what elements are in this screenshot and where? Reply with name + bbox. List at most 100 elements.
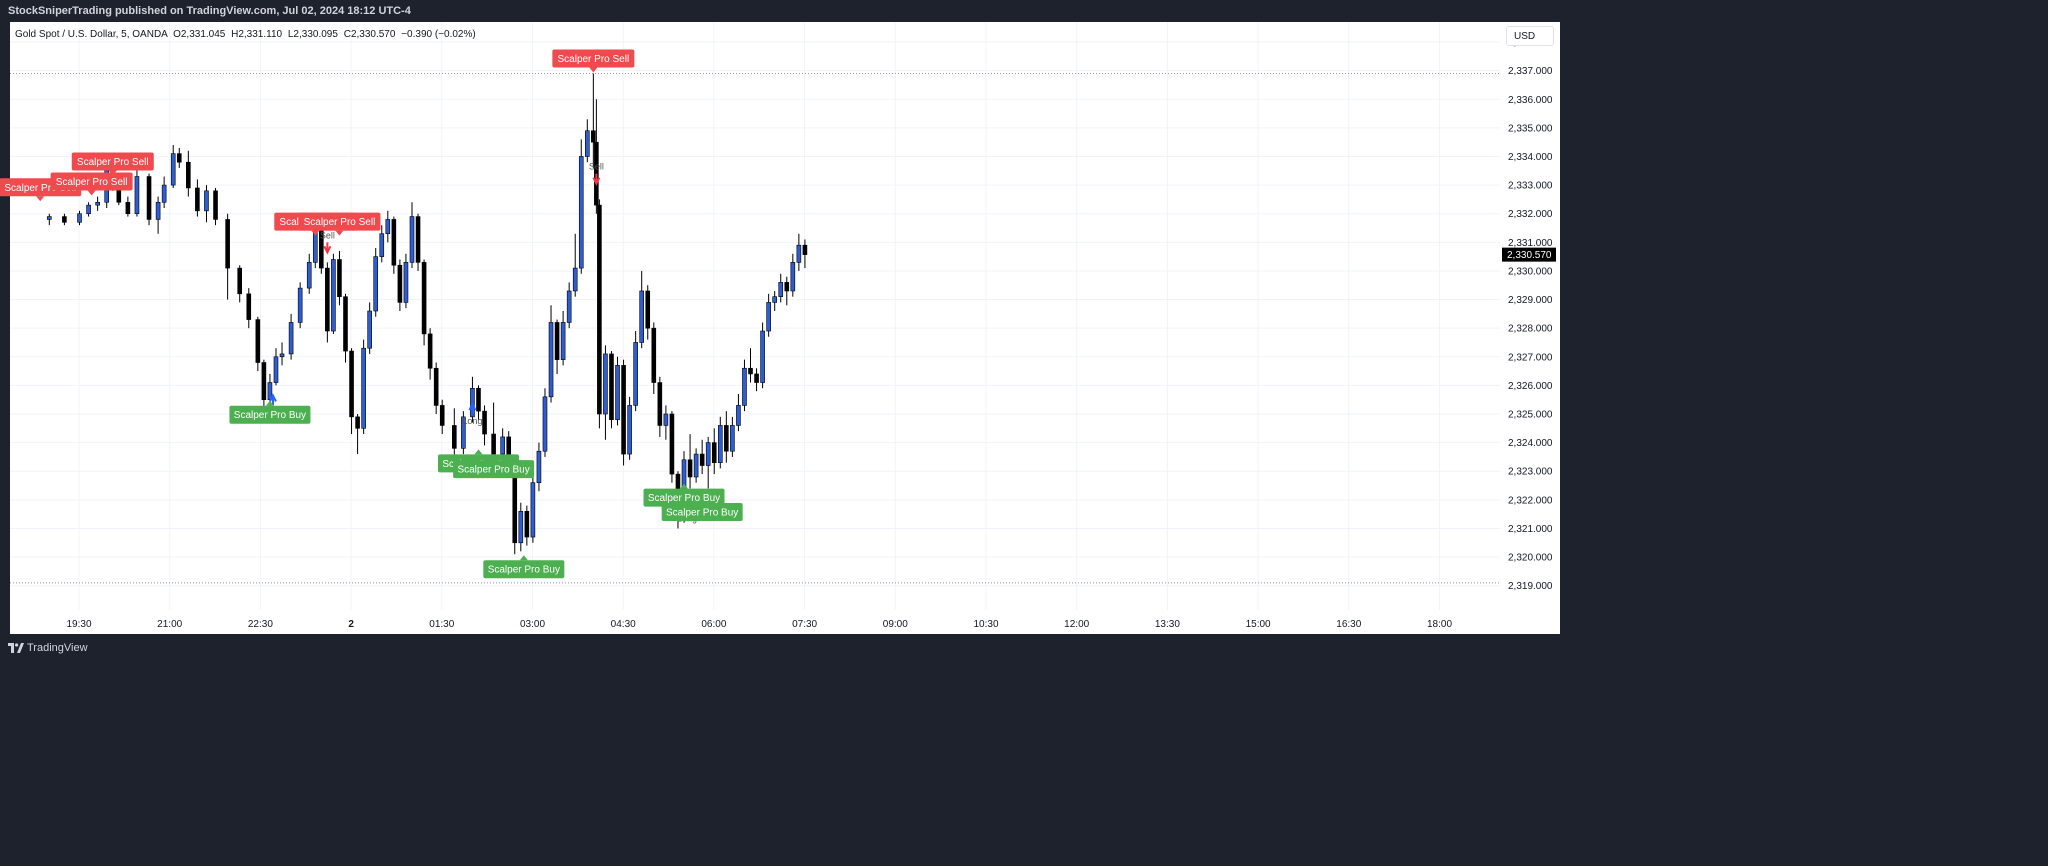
sell-signal-label[interactable]: Scalper Pro Sell	[552, 49, 635, 73]
sell-signal-label[interactable]: Scalper Pro Sell	[71, 152, 154, 176]
bullish-candle	[379, 225, 385, 263]
bullish-candle	[161, 176, 167, 208]
candle-body	[548, 322, 554, 398]
bearish-candle	[651, 322, 657, 394]
bearish-candle	[125, 196, 131, 217]
bearish-candle	[645, 285, 651, 340]
candle-body	[204, 190, 209, 212]
candle-body	[427, 333, 433, 369]
bullish-candle	[403, 253, 409, 309]
bullish-candle	[778, 273, 784, 303]
bullish-candle	[518, 502, 524, 552]
candle-body	[439, 405, 445, 426]
candle-body	[669, 413, 675, 475]
currency-button[interactable]: USD	[1506, 26, 1554, 46]
time-tick-label: 2	[348, 619, 354, 630]
candle-body	[615, 365, 620, 421]
bearish-candle	[687, 434, 693, 489]
sell-signal-label[interactable]: Scalper Pro Sell	[298, 212, 381, 236]
legend-open: O2,331.045	[173, 29, 226, 40]
bullish-candle	[297, 282, 303, 329]
signal-pointer-icon	[36, 196, 45, 202]
last-price-value: 2,330.570	[1507, 250, 1552, 261]
candle-body	[134, 176, 140, 215]
published-by-text: StockSniperTrading published on TradingV…	[8, 5, 411, 17]
candle-body	[711, 442, 717, 463]
bullish-candle	[331, 253, 336, 334]
signal-text: Scalper Pro Sell	[557, 54, 629, 65]
candle-body	[452, 425, 457, 449]
signal-box	[229, 405, 311, 424]
symbol-legend: Gold Spot / U.S. Dollar, 5, OANDA O2,331…	[15, 29, 476, 40]
legend-change: −0.390 (−0.02%)	[401, 29, 476, 40]
signal-box	[483, 560, 565, 579]
signal-box	[453, 460, 535, 479]
candle-body	[476, 387, 481, 412]
time-tick-label: 15:00	[1246, 619, 1271, 630]
bearish-candle	[255, 316, 261, 372]
sell-signal-label[interactable]: Scalper Pro Sell	[50, 172, 133, 196]
candle-body	[554, 322, 560, 360]
bullish-candle	[86, 202, 91, 217]
signal-pointer-icon	[698, 497, 707, 503]
time-tick-label: 13:30	[1155, 619, 1180, 630]
candle-body	[500, 436, 505, 455]
signal-text: Scalper Pro Sell	[4, 183, 76, 194]
price-axis: 2,319.000 2,320.000 2,321.000 2,322.000 2,32…	[1508, 38, 1553, 593]
tradingview-brand[interactable]: TradingView	[27, 642, 88, 654]
price-tick-label: 2,331.000	[1508, 238, 1553, 249]
candle-body	[195, 187, 200, 212]
legend-close: C2,330.570	[343, 29, 396, 40]
candle-body	[367, 310, 372, 349]
buy-signal-label[interactable]: Scalper Pro Buy	[661, 497, 743, 521]
bullish-candle	[633, 331, 638, 412]
bearish-candle	[355, 414, 360, 455]
bullish-candle	[627, 396, 632, 460]
tradingview-logo-icon[interactable]	[8, 643, 24, 654]
bearish-candle	[597, 199, 602, 429]
candle-body	[349, 350, 354, 418]
bearish-candle	[802, 239, 808, 269]
bearish-candle	[261, 359, 267, 412]
candle-body	[651, 327, 657, 383]
bullish-candle	[584, 119, 590, 163]
time-tick-label: 01:30	[429, 619, 454, 630]
candle-body	[273, 356, 279, 383]
long-marker: Long	[462, 401, 482, 426]
signal-pointer-icon	[108, 170, 117, 176]
candle-body	[760, 330, 765, 383]
last-price-box	[1502, 247, 1556, 262]
candle-body	[633, 342, 638, 406]
bearish-candle	[669, 411, 675, 483]
price-tick-label: 2,323.000	[1508, 467, 1553, 478]
candle-body	[279, 353, 285, 358]
candle-body	[657, 382, 663, 426]
time-tick-label: 07:30	[792, 619, 817, 630]
bullish-candle	[603, 345, 608, 440]
price-tick-label: 2,325.000	[1508, 410, 1553, 421]
buy-signal-label[interactable]: Scalper Pro Buy	[453, 455, 535, 479]
bullish-candle	[288, 313, 294, 360]
bearish-candle	[397, 259, 403, 311]
bullish-candle	[373, 248, 379, 317]
signal-pointer-icon	[87, 190, 96, 196]
price-chart[interactable]: SellSellLongLongLong Scalper Pro SellSca…	[0, 0, 1568, 663]
sell-marker: Sell	[320, 230, 335, 255]
candle-body	[687, 459, 693, 478]
up-arrow-icon	[468, 401, 477, 415]
signal-text: Scalper Pro Buy	[457, 465, 529, 476]
candle-body	[288, 322, 294, 355]
buy-signal-label[interactable]: Scalper Pro Buy	[229, 400, 311, 424]
buy-signal-label[interactable]: Scalper Pro Buy	[483, 555, 565, 579]
candle-body	[754, 373, 759, 383]
bearish-candle	[621, 359, 626, 466]
candle-body	[95, 201, 100, 206]
price-tick-label: 2,326.000	[1508, 381, 1553, 392]
candle-body	[421, 262, 427, 335]
time-tick-label: 18:00	[1427, 619, 1452, 630]
candle-body	[176, 153, 182, 163]
signal-box	[552, 49, 635, 68]
bullish-candle	[790, 253, 796, 297]
candle-body	[627, 405, 632, 455]
bullish-candle	[95, 196, 100, 211]
